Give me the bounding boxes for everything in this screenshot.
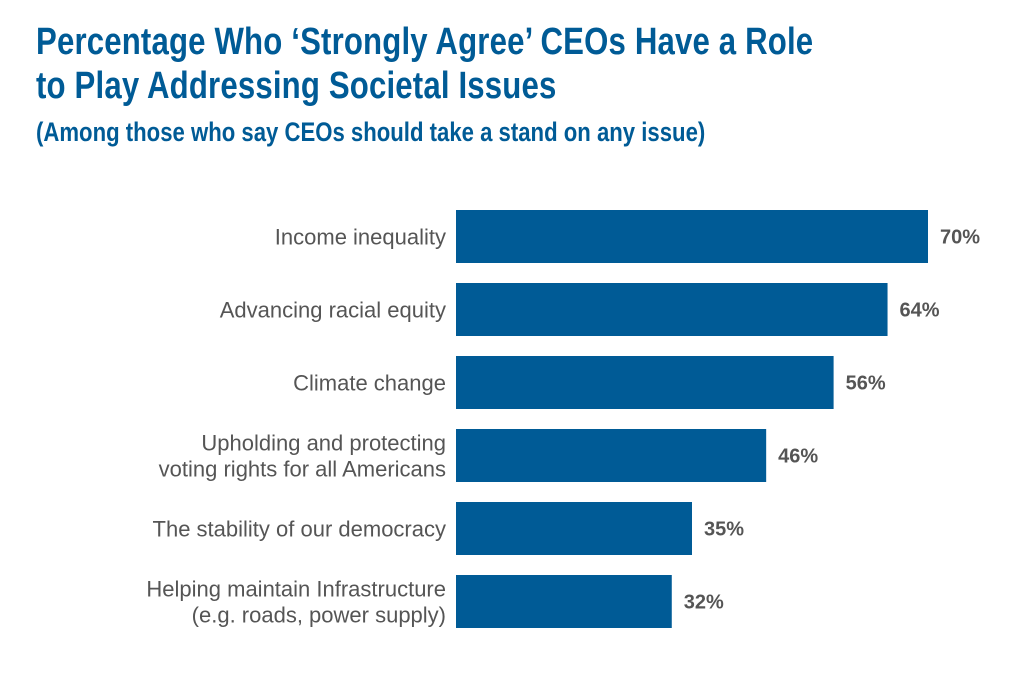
category-label-3: Climate change [293, 371, 446, 396]
value-label-5: 35% [704, 519, 744, 541]
category-label-5: The stability of our democracy [153, 517, 446, 542]
category-label-2: Advancing racial equity [220, 298, 446, 323]
value-label-1: 70% [940, 227, 980, 249]
bar-4 [456, 429, 767, 482]
chart-subtitle: (Among those who say CEOs should take a … [36, 117, 706, 147]
value-label-6: 32% [684, 592, 724, 614]
bar-2 [456, 283, 888, 336]
category-label-4: Upholding and protecting voting rights fo… [159, 431, 446, 482]
category-label-1: Income inequality [275, 225, 446, 250]
bar-5 [456, 502, 692, 555]
bar-6 [456, 575, 672, 628]
category-label-6: Helping maintain Infrastructure (e.g. roa… [146, 577, 446, 628]
bar-3 [456, 356, 834, 409]
value-label-2: 64% [900, 300, 940, 322]
value-label-3: 56% [846, 373, 886, 395]
value-label-4: 46% [778, 446, 818, 468]
chart-title: Percentage Who ‘Strongly Agree’ CEOs Hav… [36, 21, 814, 107]
bar-1 [456, 210, 928, 263]
